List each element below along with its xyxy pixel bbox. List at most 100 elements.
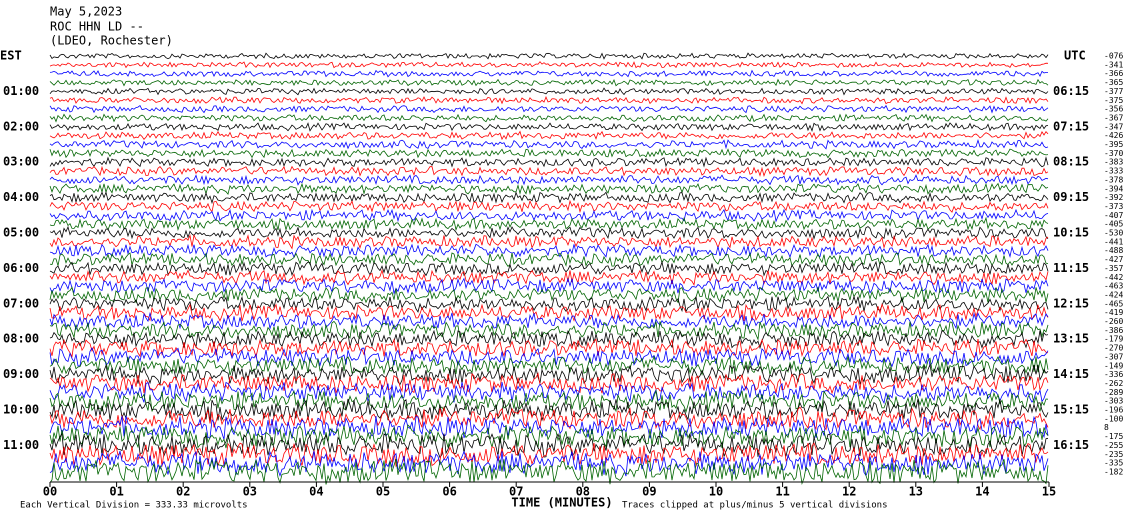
trace xyxy=(49,208,1049,223)
trace xyxy=(49,389,1049,414)
utc-label: 10:15 xyxy=(1053,226,1089,240)
x-axis-title: TIME (MINUTES) xyxy=(511,496,612,510)
trace-offset: -307 xyxy=(1104,352,1123,361)
trace-offset: -419 xyxy=(1104,308,1123,317)
trace-offset: -335 xyxy=(1104,459,1123,468)
est-label: 08:00 xyxy=(3,332,39,346)
utc-label: 11:15 xyxy=(1053,261,1089,275)
trace xyxy=(49,199,1049,214)
trace xyxy=(49,338,1049,359)
trace-offset: -530 xyxy=(1104,229,1123,238)
right-axis-title: UTC xyxy=(1064,49,1086,63)
trace xyxy=(49,78,1049,87)
trace xyxy=(49,286,1049,304)
trace-offset: -373 xyxy=(1104,202,1123,211)
trace xyxy=(49,295,1049,313)
x-tick-label: 15 xyxy=(1042,485,1056,499)
trace-offset: -262 xyxy=(1104,379,1123,388)
trace-offset: -365 xyxy=(1104,78,1123,87)
trace-offset: -441 xyxy=(1104,237,1123,246)
trace-offset: -377 xyxy=(1104,87,1123,96)
trace xyxy=(49,424,1049,450)
left-axis-title: EST xyxy=(0,49,22,63)
trace xyxy=(49,372,1049,395)
trace xyxy=(49,320,1049,341)
trace xyxy=(49,329,1049,350)
x-tick-label: 07 xyxy=(509,485,523,499)
x-tick-label: 05 xyxy=(376,485,390,499)
trace-offset: -341 xyxy=(1104,60,1123,69)
utc-label: 12:15 xyxy=(1053,296,1089,310)
trace xyxy=(49,225,1049,241)
trace-offset: -347 xyxy=(1104,122,1123,131)
trace-offset: -255 xyxy=(1104,441,1123,450)
est-label: 05:00 xyxy=(3,226,39,240)
est-label: 02:00 xyxy=(3,119,39,133)
station: ROC HHN LD -- xyxy=(50,20,144,34)
trace-offset: -395 xyxy=(1104,140,1123,149)
utc-label: 06:15 xyxy=(1053,84,1089,98)
trace-offset: -442 xyxy=(1104,273,1123,282)
trace-offset: -303 xyxy=(1104,397,1123,406)
trace xyxy=(49,104,1049,114)
trace xyxy=(49,191,1049,205)
trace-offset: -149 xyxy=(1104,361,1123,370)
trace-offset: -289 xyxy=(1104,388,1123,397)
x-tick-label: 12 xyxy=(842,485,856,499)
trace xyxy=(49,233,1049,250)
trace xyxy=(49,355,1049,377)
utc-label: 09:15 xyxy=(1053,190,1089,204)
x-tick-label: 02 xyxy=(176,485,190,499)
trace-offset: -182 xyxy=(1104,467,1123,476)
utc-label: 08:15 xyxy=(1053,155,1089,169)
trace-offset: -394 xyxy=(1104,184,1123,193)
trace xyxy=(49,130,1049,141)
est-label: 01:00 xyxy=(3,84,39,98)
trace xyxy=(49,96,1049,105)
trace-offset: -357 xyxy=(1104,264,1123,273)
trace xyxy=(49,381,1049,405)
utc-label: 15:15 xyxy=(1053,403,1089,417)
trace-offset: -407 xyxy=(1104,211,1123,220)
trace-offset: -333 xyxy=(1104,167,1123,176)
trace-offset: -270 xyxy=(1104,344,1123,353)
trace-offset: -375 xyxy=(1104,96,1123,105)
x-tick-label: 04 xyxy=(309,485,323,499)
est-label: 04:00 xyxy=(3,190,39,204)
utc-label: 16:15 xyxy=(1053,438,1089,452)
trace xyxy=(49,122,1049,132)
trace-offset: -405 xyxy=(1104,220,1123,229)
trace xyxy=(49,260,1049,277)
trace xyxy=(49,251,1049,268)
trace-offset: -367 xyxy=(1104,113,1123,122)
trace xyxy=(49,303,1049,322)
trace-offset: -383 xyxy=(1104,158,1123,167)
trace xyxy=(49,113,1049,123)
trace xyxy=(49,398,1049,422)
trace xyxy=(49,52,1049,60)
trace xyxy=(49,69,1048,78)
trace-offset: -179 xyxy=(1104,335,1123,344)
trace xyxy=(49,311,1049,331)
trace xyxy=(49,458,1049,485)
trace-offset: -175 xyxy=(1104,432,1123,441)
trace-offset: -426 xyxy=(1104,131,1123,140)
trace xyxy=(49,415,1049,440)
trace-offset: -378 xyxy=(1104,175,1123,184)
est-label: 10:00 xyxy=(3,403,39,417)
trace xyxy=(49,268,1049,286)
trace xyxy=(49,432,1049,459)
trace xyxy=(49,156,1049,168)
trace-offset: -366 xyxy=(1104,69,1123,78)
x-tick-label: 11 xyxy=(775,485,789,499)
x-tick-label: 08 xyxy=(576,485,590,499)
utc-label: 07:15 xyxy=(1053,119,1089,133)
trace xyxy=(49,148,1049,159)
trace-offset: -336 xyxy=(1104,370,1123,379)
x-tick-label: 14 xyxy=(975,485,989,499)
est-label: 06:00 xyxy=(3,261,39,275)
trace-offset: -235 xyxy=(1104,450,1123,459)
trace-offset: -488 xyxy=(1104,246,1123,255)
trace-offset: -427 xyxy=(1104,255,1123,264)
